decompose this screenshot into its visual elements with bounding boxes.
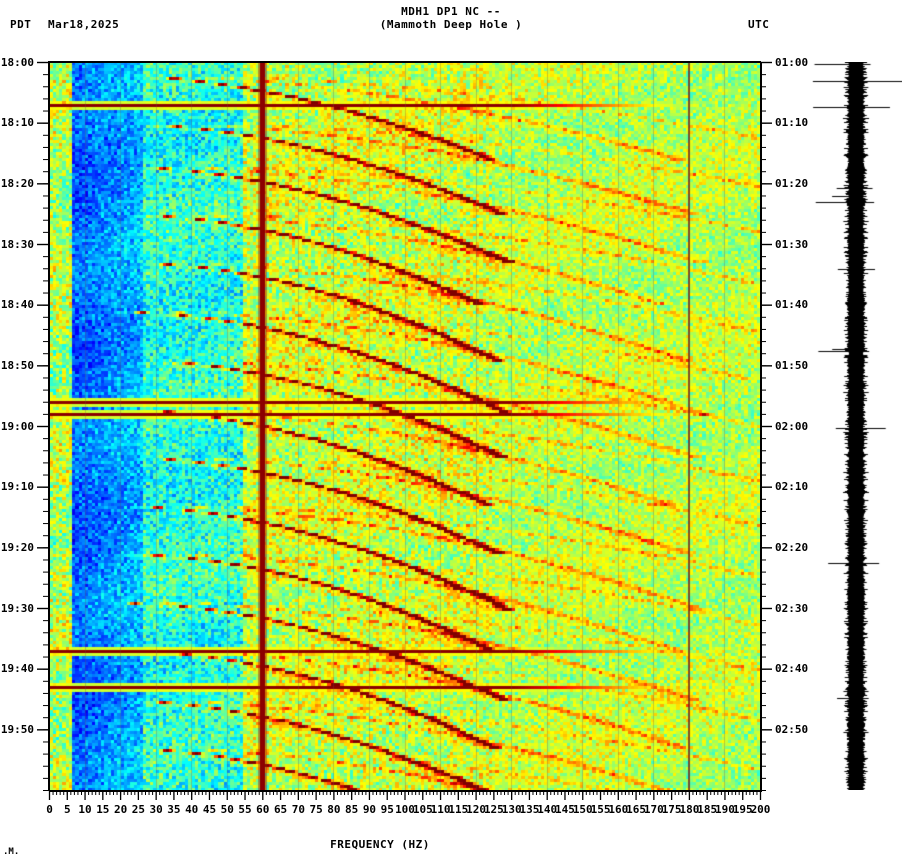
y-axis-tick-label-utc: 02:30 (775, 601, 809, 615)
x-axis-tick-label: 60 (256, 803, 270, 816)
y-axis-tick-label-pdt: 18:50 (0, 358, 34, 372)
x-axis-tick-label: 145 (555, 803, 575, 816)
x-axis-tick-label: 130 (501, 803, 522, 816)
x-axis-tick-label: 155 (590, 803, 611, 816)
x-axis-tick-label: 185 (697, 803, 718, 816)
x-axis-tick-label: 140 (537, 803, 558, 816)
y-axis-tick-label-utc: 02:40 (775, 662, 809, 676)
x-axis-tick-label: 10 (78, 803, 92, 816)
x-axis-tick-label: 40 (185, 803, 199, 816)
x-axis-tick-label: 55 (238, 803, 252, 816)
y-axis-tick-label-pdt: 19:00 (0, 419, 34, 433)
header: PDT Mar18,2025 MDH1 DP1 NC -- (Mammoth D… (0, 0, 902, 60)
x-axis-tick-label: 0 (46, 803, 53, 816)
y-axis-tick-label-utc: 02:00 (775, 419, 809, 433)
y-axis-tick-label-utc: 01:10 (775, 116, 809, 130)
x-axis-tick-label: 50 (220, 803, 234, 816)
x-axis-tick-label: 25 (131, 803, 145, 816)
y-axis-tick-label-utc: 02:20 (775, 540, 809, 554)
seismogram-trace-panel[interactable] (812, 62, 902, 790)
y-axis-tick-label-utc: 01:20 (775, 176, 809, 190)
y-axis-tick-label-pdt: 18:10 (0, 116, 34, 130)
y-axis-tick-label-utc: 01:50 (775, 358, 809, 372)
x-axis-tick-label: 45 (202, 803, 217, 816)
x-axis-tick-label: 135 (519, 803, 540, 816)
y-axis-tick-label-pdt: 19:40 (0, 662, 34, 676)
x-axis-tick-label: 175 (661, 803, 682, 816)
y-axis-tick-label-pdt: 18:00 (0, 55, 34, 69)
y-axis-tick-label-pdt: 18:20 (0, 176, 34, 190)
x-axis-tick-label: 65 (273, 803, 288, 816)
timezone-left-label: PDT (10, 18, 32, 31)
x-axis-tick-label: 85 (345, 803, 359, 816)
x-axis-title: FREQUENCY (HZ) (330, 838, 430, 851)
x-axis-tick-label: 95 (380, 803, 394, 816)
x-axis-tick-label: 105 (412, 803, 433, 816)
x-axis-tick-label: 115 (448, 803, 469, 816)
y-axis-tick-label-utc: 01:00 (775, 55, 809, 69)
date-label: Mar18,2025 (48, 18, 120, 31)
x-axis-tick-label: 15 (96, 803, 110, 816)
station-subtitle: (Mammoth Deep Hole ) (379, 18, 523, 31)
y-axis-tick-label-utc: 02:10 (775, 480, 809, 494)
spectrogram-plot[interactable] (49, 62, 760, 790)
y-axis-tick-label-utc: 01:40 (775, 298, 809, 312)
x-axis-tick-label: 30 (149, 803, 163, 816)
x-axis-tick-label: 90 (362, 803, 377, 816)
x-axis-tick-label: 200 (750, 803, 771, 816)
seismogram-waveform[interactable] (812, 62, 902, 790)
station-title: MDH1 DP1 NC -- (401, 5, 501, 18)
x-axis-tick-label: 170 (643, 803, 664, 816)
x-axis-tick-label: 190 (715, 803, 735, 816)
x-axis-tick-label: 80 (327, 803, 341, 816)
x-axis-tick-label: 35 (167, 803, 181, 816)
y-axis-tick-label-pdt: 19:10 (0, 480, 34, 494)
x-axis-tick-label: 120 (466, 803, 487, 816)
y-axis-tick-label-pdt: 19:50 (0, 722, 34, 736)
x-axis-tick-label: 70 (291, 803, 305, 816)
x-axis-tick-label: 165 (626, 803, 646, 816)
x-axis-tick-label: 75 (309, 803, 323, 816)
x-axis-tick-label: 5 (63, 803, 71, 816)
x-axis-tick-label: 160 (608, 803, 629, 816)
y-axis-tick-label-pdt: 18:30 (0, 237, 34, 251)
x-axis-tick-label: 180 (679, 803, 700, 816)
y-axis-tick-label-utc: 02:50 (775, 722, 809, 736)
y-axis-tick-label-pdt: 19:20 (0, 540, 34, 554)
x-axis-tick-label: 150 (572, 803, 593, 816)
y-axis-tick-label-pdt: 19:30 (0, 601, 34, 615)
x-axis-tick-label: 110 (430, 803, 451, 816)
x-axis-tick-label: 100 (395, 803, 415, 816)
y-axis-tick-label-utc: 01:30 (775, 237, 809, 251)
y-axis-tick-label-pdt: 18:40 (0, 298, 34, 312)
timezone-right-label: UTC (748, 18, 770, 31)
x-axis-tick-label: 20 (113, 803, 128, 816)
spectrogram-image[interactable] (49, 62, 760, 790)
x-axis-tick-label: 125 (483, 803, 504, 816)
x-axis-tick-label: 195 (732, 803, 753, 816)
corner-mark: .M. (3, 847, 20, 857)
